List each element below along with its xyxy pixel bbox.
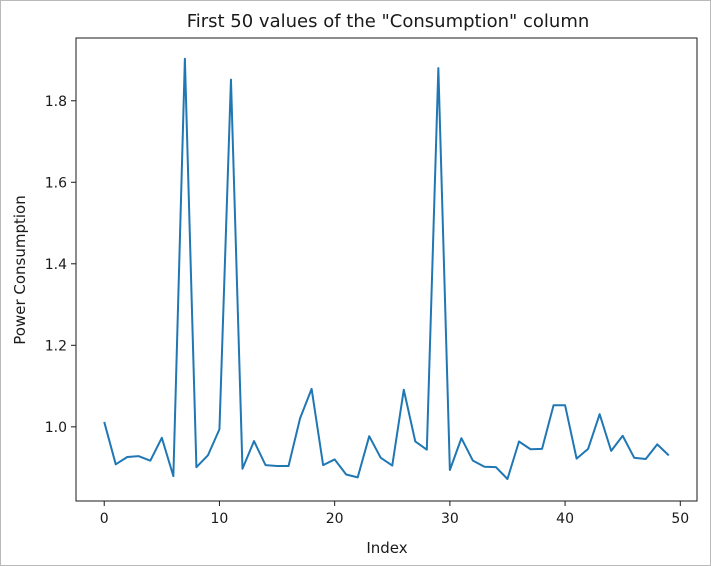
data-point	[472, 460, 474, 462]
data-point	[322, 464, 324, 466]
plot-area	[75, 37, 698, 502]
data-point	[253, 440, 255, 442]
data-point	[334, 458, 336, 460]
data-point	[299, 417, 301, 419]
series-layer	[103, 57, 670, 480]
data-point	[518, 440, 520, 442]
data-point	[403, 389, 405, 391]
data-point	[599, 413, 601, 415]
data-point	[138, 455, 140, 457]
y-axis: 1.0 1.2 1.4 1.6 1.8	[45, 94, 76, 436]
data-point	[184, 58, 186, 60]
data-point	[207, 454, 209, 456]
y-tick-label: 1.4	[45, 257, 67, 273]
data-point	[449, 469, 451, 471]
data-point	[288, 465, 290, 467]
data-point	[506, 478, 508, 480]
x-tick-label: 20	[326, 511, 344, 527]
x-tick-label: 10	[211, 511, 229, 527]
data-point	[391, 465, 393, 467]
data-point	[230, 79, 232, 81]
data-point	[368, 435, 370, 437]
data-point	[265, 464, 267, 466]
data-point	[357, 476, 359, 478]
data-point	[610, 450, 612, 452]
data-point	[426, 449, 428, 451]
series-line	[103, 57, 670, 480]
data-point	[483, 466, 485, 468]
data-point	[380, 457, 382, 459]
data-point	[161, 437, 163, 439]
data-point	[276, 465, 278, 467]
data-point	[553, 404, 555, 406]
y-tick-label: 1.6	[45, 175, 67, 191]
data-point	[587, 448, 589, 450]
x-tick-label: 0	[100, 511, 109, 527]
data-point	[195, 466, 197, 468]
data-point	[564, 404, 566, 406]
data-point	[530, 448, 532, 450]
data-point	[460, 437, 462, 439]
x-tick-label: 40	[556, 511, 574, 527]
y-tick-label: 1.0	[45, 420, 67, 436]
data-point	[149, 460, 151, 462]
data-point	[414, 440, 416, 442]
x-axis: 0 10 20 30 40 50	[100, 501, 689, 527]
y-tick-label: 1.8	[45, 94, 67, 110]
data-point	[541, 448, 543, 450]
data-point	[622, 435, 624, 437]
data-point	[645, 458, 647, 460]
x-tick-label: 50	[671, 511, 689, 527]
y-axis-label: Power Consumption	[11, 195, 29, 344]
x-tick-label: 30	[441, 511, 459, 527]
data-point	[668, 454, 670, 456]
data-point	[345, 474, 347, 476]
data-point	[172, 475, 174, 477]
data-point	[495, 466, 497, 468]
data-point	[218, 428, 220, 430]
data-point	[656, 443, 658, 445]
x-axis-label: Index	[366, 539, 407, 557]
data-point	[241, 468, 243, 470]
data-point	[103, 421, 105, 423]
data-point	[633, 457, 635, 459]
data-point	[115, 463, 117, 465]
data-point	[311, 388, 313, 390]
chart-title: First 50 values of the "Consumption" col…	[187, 11, 590, 32]
y-tick-label: 1.2	[45, 338, 67, 354]
data-point	[576, 458, 578, 460]
data-point	[126, 456, 128, 458]
data-point	[437, 67, 439, 69]
